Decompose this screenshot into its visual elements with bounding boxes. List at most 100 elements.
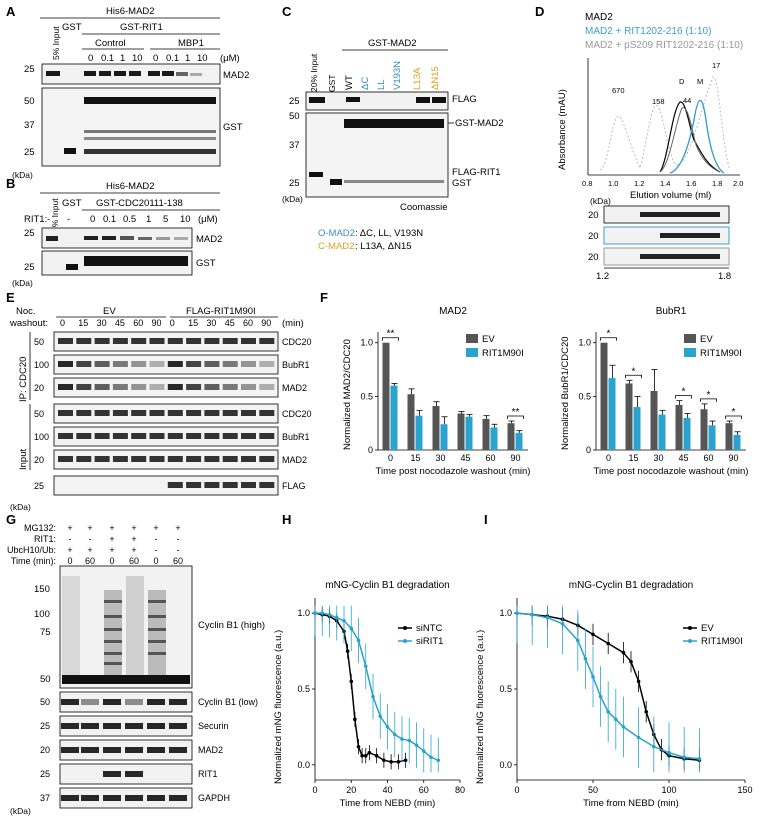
band xyxy=(169,699,187,705)
x-tick-label: 90 xyxy=(510,453,520,463)
data-point xyxy=(334,615,339,620)
panel-letter-f: F xyxy=(320,290,328,305)
x-tick-label: 0 xyxy=(514,785,519,795)
data-point xyxy=(629,659,633,664)
data-point xyxy=(389,760,393,764)
band-label: MAD2 xyxy=(282,455,307,465)
band xyxy=(259,361,275,367)
condition-value: + xyxy=(67,545,72,555)
blot-row xyxy=(53,426,279,447)
condition-value: 0 xyxy=(109,556,114,566)
y-axis-label: Normalized MAD2/CDC20 xyxy=(342,339,353,450)
condition-value: 60 xyxy=(129,556,139,566)
band xyxy=(169,723,187,729)
band xyxy=(81,795,99,801)
band xyxy=(241,361,256,367)
mw-marker: 50 xyxy=(24,96,35,107)
conc-label: 0.1 xyxy=(101,53,114,64)
band xyxy=(147,723,165,729)
svg-text:2.0: 2.0 xyxy=(733,179,743,188)
band xyxy=(81,699,99,705)
data-point xyxy=(313,611,317,615)
time-label: 15 xyxy=(78,318,88,328)
mw-marker: 50 xyxy=(40,674,51,685)
time-label: 60 xyxy=(243,318,253,328)
panel-e: E Noc. washout: EV FLAG-RIT1M90I 0 15 30 45… xyxy=(6,290,312,512)
band xyxy=(94,384,110,390)
condition-value: 0 xyxy=(153,556,158,566)
legend-mad2-ps209: MAD2 + pS209 RIT1202-216 (1:10) xyxy=(585,40,743,51)
mw-marker: 20 xyxy=(34,383,44,393)
band xyxy=(103,771,121,777)
condition-value: + xyxy=(109,534,114,544)
panel-f: F MAD2 Normalized MAD2/CDC20 0 0.5 1.0 0 15 30 4… xyxy=(320,290,748,477)
legend-marker xyxy=(403,626,407,630)
condition-value: - xyxy=(155,545,158,555)
data-point xyxy=(644,709,648,714)
gel-range-start: 1.2 xyxy=(596,271,609,282)
legend-marker xyxy=(403,639,407,643)
mw-marker: 25 xyxy=(289,178,300,189)
data-point xyxy=(530,612,534,617)
x-tick-label: 60 xyxy=(703,453,713,463)
band xyxy=(94,456,110,462)
band xyxy=(125,747,143,753)
band-label-cyclin-high: Cyclin B1 (high) xyxy=(198,620,265,631)
band xyxy=(259,456,275,462)
x-tick-label: 0 xyxy=(606,453,611,463)
band xyxy=(149,338,165,344)
condition-value: + xyxy=(131,545,136,555)
band xyxy=(58,456,73,462)
band xyxy=(241,433,256,439)
band-label-mad2: MAD2 xyxy=(223,70,249,81)
bar xyxy=(465,416,473,450)
band xyxy=(61,747,79,753)
band xyxy=(149,384,165,390)
band xyxy=(204,433,220,439)
y-tick-label: 0.5 xyxy=(360,391,373,401)
legend-swatch xyxy=(466,334,478,343)
kda-label: (kDa) xyxy=(10,806,31,816)
band xyxy=(167,482,183,488)
band xyxy=(167,338,183,344)
time-label: 90 xyxy=(261,318,271,328)
legend-label: siNTC xyxy=(416,623,443,634)
bar xyxy=(608,378,616,450)
kda-label: (kDa) xyxy=(12,170,33,180)
bar xyxy=(382,342,390,450)
band xyxy=(131,433,147,439)
mw-marker: 25 xyxy=(40,721,50,731)
band xyxy=(112,361,128,367)
chart-f-bubr1: BubR1 Normalized BubR1/CDC20 0 0.5 1.0 0 15 30 4… xyxy=(560,306,748,477)
legend-label: EV xyxy=(700,334,713,345)
y-tick-label: 0 xyxy=(586,445,591,455)
band xyxy=(131,384,147,390)
standards-trace xyxy=(599,76,731,171)
band xyxy=(94,410,110,416)
chart-title: mNG-Cyclin B1 degradation xyxy=(569,580,694,591)
kda-label: (kDa) xyxy=(282,194,303,204)
condition-value: - xyxy=(155,534,158,544)
x-tick-label: 40 xyxy=(382,785,392,795)
bar xyxy=(457,413,465,450)
data-point xyxy=(545,615,550,620)
data-point xyxy=(320,611,325,615)
y-tick-label: 0.0 xyxy=(499,760,512,770)
svg-text:1.4: 1.4 xyxy=(660,179,670,188)
x-tick-label: 50 xyxy=(588,785,598,795)
gst-rit1-label: GST-RIT1 xyxy=(120,22,163,33)
panel-g: G MG132: + + + + + +RIT1: - - + + - -UbcH10/Ub: + + + + -… xyxy=(6,512,265,816)
y-tick-label: 0.5 xyxy=(578,391,591,401)
mw-marker: 25 xyxy=(24,147,35,158)
lane-labels: WT ΔC LL V193N L13A ΔN15 xyxy=(344,61,441,90)
band xyxy=(131,456,147,462)
band xyxy=(112,433,128,439)
band xyxy=(125,771,143,777)
mw-marker: 50 xyxy=(40,697,50,707)
band xyxy=(186,482,202,488)
o-mad2-desc: : ΔC, LL, V193N xyxy=(355,228,423,239)
svg-text:0.8: 0.8 xyxy=(582,179,592,188)
bar xyxy=(650,391,658,450)
chart-f-mad2: MAD2 Normalized MAD2/CDC20 0 0.5 1.0 0 15 30 45 6… xyxy=(342,306,530,477)
o-mad2-label: O-MAD2 xyxy=(318,228,355,239)
